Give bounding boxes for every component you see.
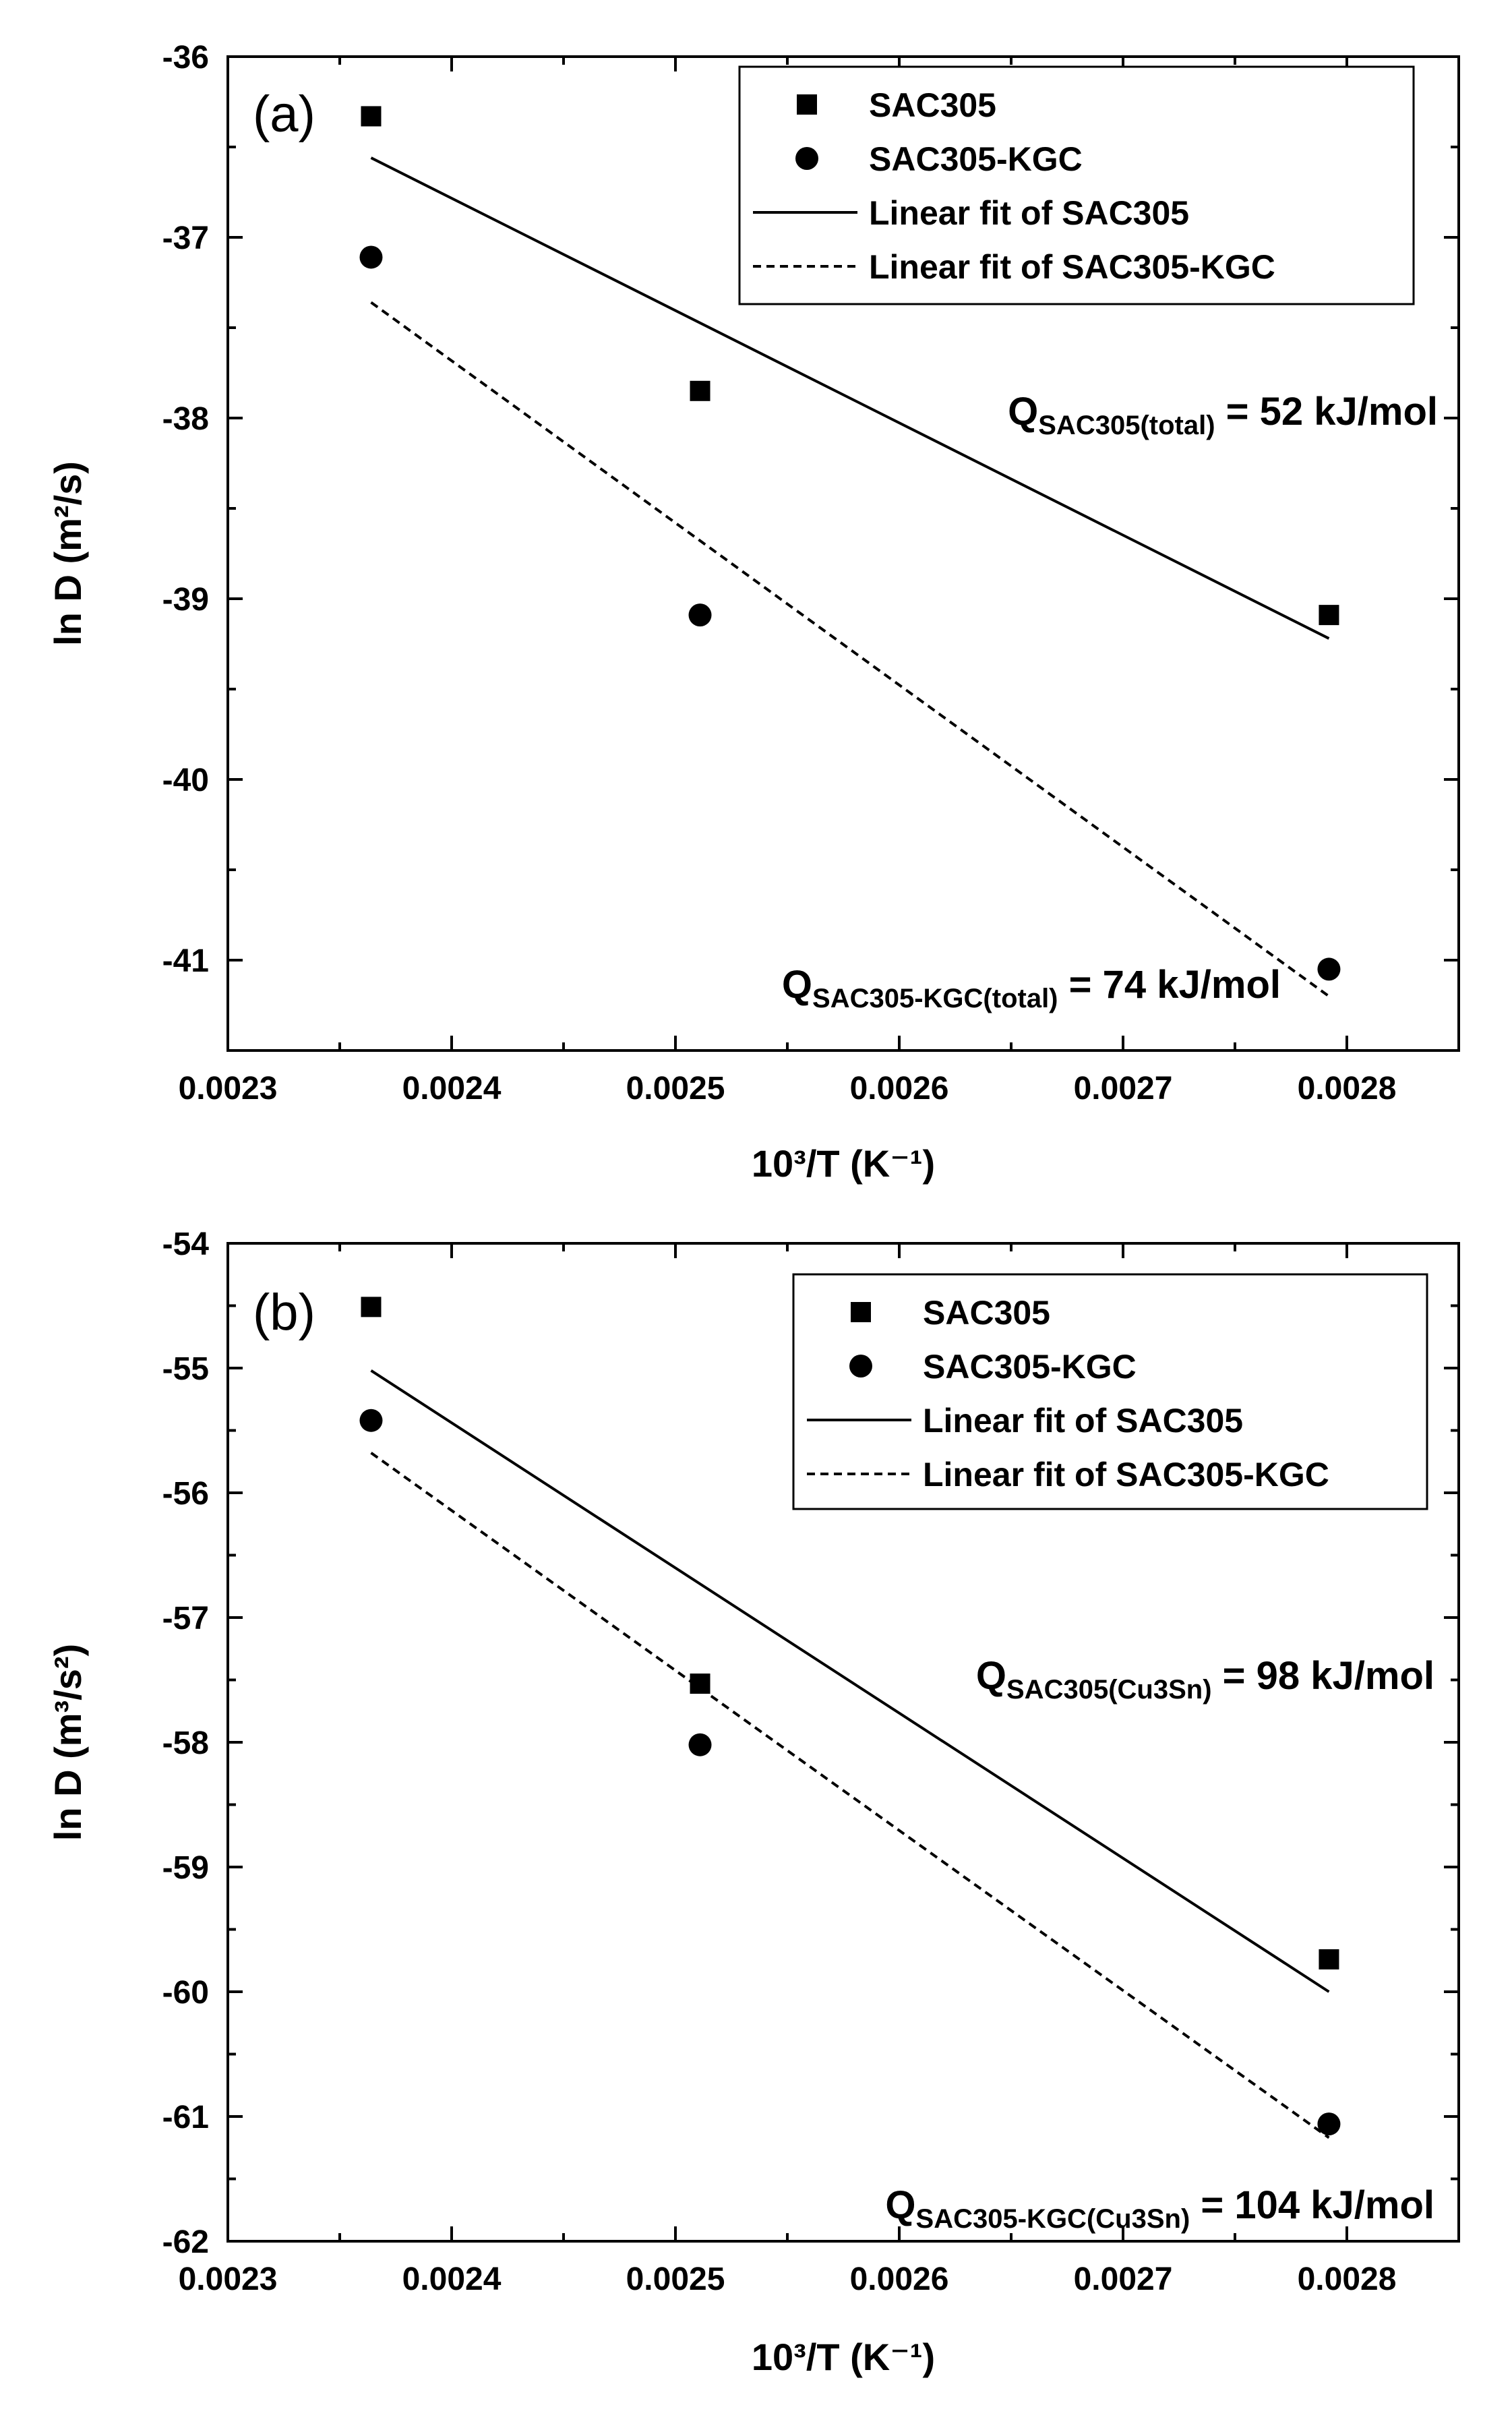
legend-box [738,65,1415,305]
activation-energy-annotation: QSAC305-KGC(total) = 74 kJ/mol [782,963,1281,1013]
fit-line-sac305 [370,1369,1330,1993]
point-sac305-kgc [688,1733,712,1756]
y-axis-title: ln D (m³/s²) [47,1644,89,1841]
legend-label: SAC305 [869,86,996,124]
y-tick-label: -38 [162,401,209,437]
y-tick-label: -57 [162,1601,209,1636]
point-sac305-kgc [1317,957,1341,981]
legend-label: Linear fit of SAC305-KGC [923,1456,1329,1493]
y-tick-label: -61 [162,2100,209,2135]
point-sac305 [1319,605,1339,626]
y-tick-label: -37 [162,220,209,256]
x-tick-label: 0.0027 [1074,2261,1173,2297]
panel-a: 0.0023 0.0024 0.0025 0.0026 0.0027 0.0028 -36 -… [47,40,1460,1185]
legend-symbol-square [851,1302,871,1322]
legend-label: SAC305-KGC [869,140,1083,178]
point-sac305-kgc [359,245,383,269]
panel-label: (b) [253,1284,315,1341]
legend-label: Linear fit of SAC305 [923,1402,1243,1440]
y-tick-label: -41 [162,943,209,979]
x-tick-label: 0.0027 [1074,1071,1173,1106]
x-tick-label: 0.0023 [179,2261,278,2297]
legend-symbol-circle [849,1355,872,1378]
panel-b: 0.0023 0.0024 0.0025 0.0026 0.0027 0.0028 -54 -… [47,1226,1460,2378]
legend-label: SAC305-KGC [923,1348,1137,1386]
y-tick-label: -55 [162,1351,209,1387]
fit-line-sac305 [370,156,1330,640]
y-tick-label: -54 [162,1226,210,1262]
point-sac305-kgc [359,1409,383,1432]
y-tick-label: -59 [162,1850,209,1886]
y-tick-label: -62 [162,2224,209,2260]
activation-energy-annotation: QSAC305(total) = 52 kJ/mol [1008,390,1438,440]
legend-box [792,1273,1428,1510]
y-tick-label: -58 [162,1725,209,1761]
y-tick-label: -36 [162,40,209,76]
legend-label: Linear fit of SAC305 [869,194,1189,232]
point-sac305 [1319,1949,1339,1970]
y-tick-label: -40 [162,763,209,798]
x-tick-label: 0.0028 [1298,2261,1397,2297]
x-axis-title: 10³/T (K⁻¹) [752,1142,935,1185]
point-sac305 [690,1674,710,1694]
y-tick-label: -39 [162,582,209,618]
legend-symbol-square [797,94,817,115]
y-tick-label: -60 [162,1975,209,2011]
x-tick-label: 0.0024 [402,1071,502,1106]
point-sac305 [361,106,382,127]
legend-label: SAC305 [923,1294,1050,1332]
activation-energy-annotation: QSAC305(Cu3Sn) = 98 kJ/mol [976,1654,1434,1705]
plot-frame [226,55,1460,1052]
y-axis-title: ln D (m²/s) [47,461,89,646]
fit-line-sac305-kgc [370,1452,1330,2139]
point-sac305-kgc [1317,2112,1341,2136]
activation-energy-annotation: QSAC305-KGC(Cu3Sn) = 104 kJ/mol [885,2183,1434,2234]
x-tick-label: 0.0023 [179,1071,278,1106]
y-tick-label: -56 [162,1476,209,1512]
x-tick-label: 0.0026 [850,1071,949,1106]
x-tick-label: 0.0024 [402,2261,502,2297]
x-axis-title: 10³/T (K⁻¹) [752,2336,935,2378]
x-tick-label: 0.0025 [626,1071,725,1106]
panel-label: (a) [253,86,315,143]
point-sac305 [690,380,710,401]
point-sac305-kgc [688,603,712,627]
x-tick-label: 0.0026 [850,2261,949,2297]
legend-label: Linear fit of SAC305-KGC [869,248,1275,286]
fit-line-sac305-kgc [370,301,1330,998]
point-sac305 [361,1297,382,1317]
legend-symbol-circle [795,147,818,170]
x-tick-label: 0.0025 [626,2261,725,2297]
x-tick-label: 0.0028 [1298,1071,1397,1106]
